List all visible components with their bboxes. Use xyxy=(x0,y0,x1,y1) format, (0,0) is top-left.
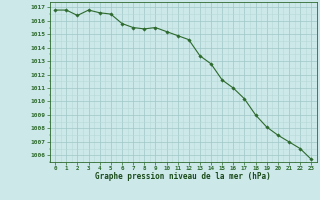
X-axis label: Graphe pression niveau de la mer (hPa): Graphe pression niveau de la mer (hPa) xyxy=(95,172,271,181)
